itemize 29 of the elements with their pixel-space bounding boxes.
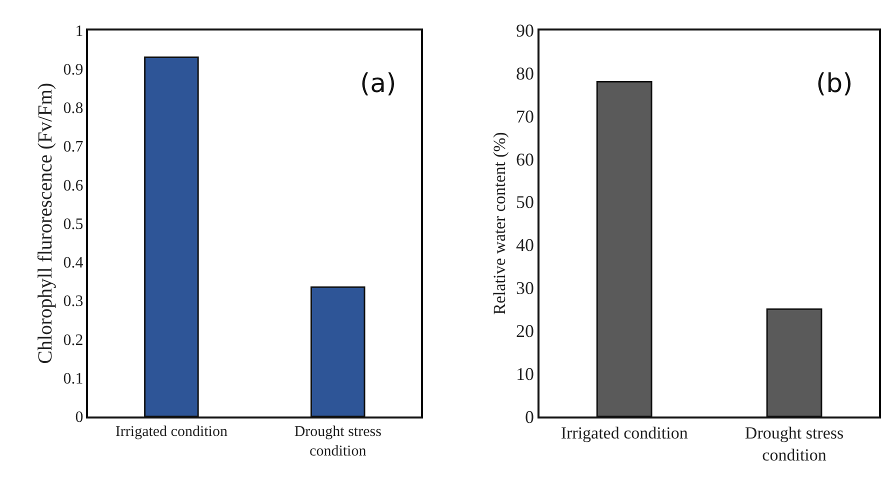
y-axis-title: Chlorophyll flurorescence (Fv/Fm) bbox=[34, 82, 56, 364]
y-tick-label: 1 bbox=[75, 22, 84, 40]
x-tick-label: Irrigated condition bbox=[115, 424, 228, 440]
y-tick-label: 0.1 bbox=[63, 370, 84, 388]
y-tick-label: 80 bbox=[516, 63, 534, 84]
annotation: (b) bbox=[816, 69, 853, 99]
y-tick-label: 0.2 bbox=[63, 332, 84, 349]
y-tick-label: 60 bbox=[516, 149, 534, 170]
y-tick-label: 40 bbox=[516, 235, 534, 256]
x-tick-label: Drought stress condition bbox=[294, 424, 382, 460]
y-tick-label: 0 bbox=[75, 409, 84, 426]
y-tick-label: 20 bbox=[516, 320, 534, 341]
y-axis-title: Relative water content (%) bbox=[490, 132, 510, 315]
y-tick-label: 0.7 bbox=[63, 138, 84, 156]
y-tick-label: 0.4 bbox=[63, 254, 84, 272]
annotation: (a) bbox=[360, 69, 396, 99]
y-tick-label: 50 bbox=[516, 192, 534, 212]
y-tick-label: 70 bbox=[516, 106, 534, 126]
y-tick-label: 10 bbox=[516, 364, 534, 384]
y-tick-label: 90 bbox=[516, 20, 534, 41]
x-tick-label: Drought stress condition bbox=[744, 424, 844, 465]
y-tick-label: 30 bbox=[516, 278, 534, 298]
y-tick-label: 0.3 bbox=[63, 293, 84, 310]
y-tick-label: 0 bbox=[525, 406, 534, 427]
y-tick-label: 0.6 bbox=[63, 177, 84, 194]
x-tick-label: Irrigated condition bbox=[560, 424, 688, 443]
y-tick-label: 0.9 bbox=[63, 62, 84, 78]
y-tick-label: 0.5 bbox=[63, 216, 84, 233]
y-tick-label: 0.8 bbox=[63, 100, 84, 118]
